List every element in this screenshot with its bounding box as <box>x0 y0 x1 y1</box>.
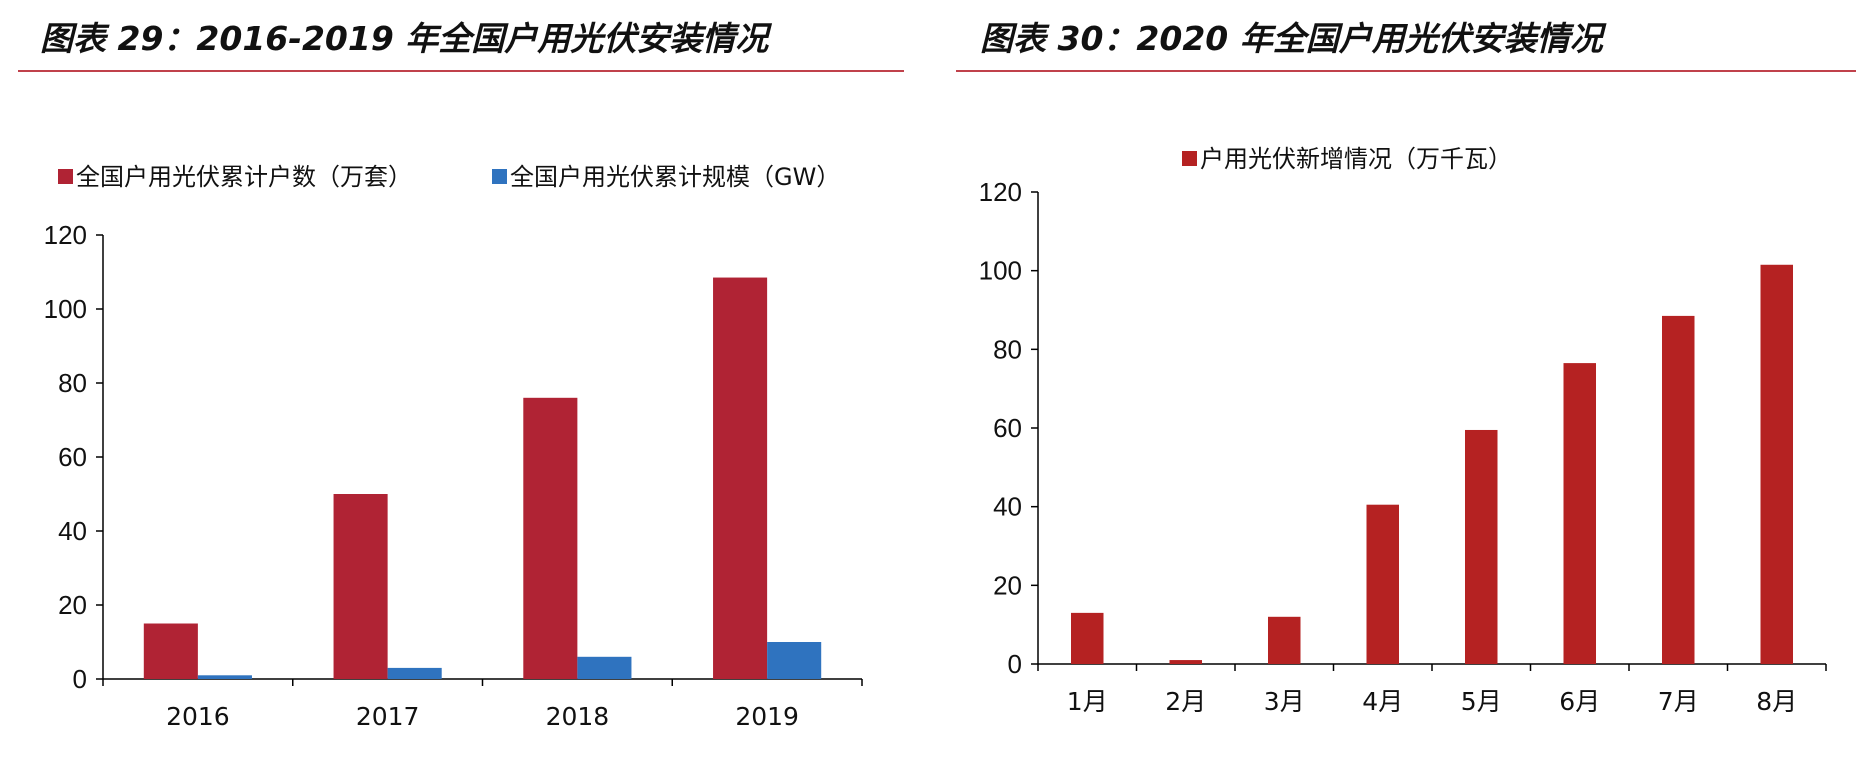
legend-swatch <box>58 169 73 184</box>
y-tick-label: 80 <box>58 368 87 398</box>
x-tick-label: 5月 <box>1461 687 1502 716</box>
x-tick-label: 2016 <box>166 702 230 731</box>
x-tick-label: 1月 <box>1067 687 1108 716</box>
legend-swatch <box>1182 151 1197 166</box>
y-tick-label: 100 <box>979 256 1022 286</box>
y-tick-label: 0 <box>73 664 87 694</box>
x-tick-label: 7月 <box>1658 687 1699 716</box>
x-tick-label: 6月 <box>1559 687 1600 716</box>
legend-label: 全国户用光伏累计户数（万套） <box>76 163 412 191</box>
chart-cumulative-installations: 全国户用光伏累计户数（万套） 全国户用光伏累计规模（GW） 0 20 40 60 80 100… <box>44 163 863 731</box>
y-tick-label: 60 <box>993 413 1022 443</box>
x-tick-label: 2018 <box>546 702 610 731</box>
bar <box>1760 264 1794 664</box>
bar <box>523 397 578 679</box>
bar <box>1563 363 1597 664</box>
bar <box>1366 504 1400 664</box>
x-tick-label: 2017 <box>356 702 420 731</box>
bar <box>1661 315 1695 664</box>
legend-swatch <box>492 169 507 184</box>
bar <box>1070 612 1104 664</box>
x-tick-label: 8月 <box>1756 687 1797 716</box>
y-tick-label: 80 <box>993 334 1022 364</box>
bar <box>1267 616 1301 664</box>
bar <box>577 656 632 679</box>
y-tick-label: 40 <box>58 516 87 546</box>
figure-29: 图表 29：2016-2019 年全国户用光伏安装情况 全国户用光伏累计户数（万… <box>18 19 904 731</box>
bar <box>387 667 442 679</box>
bar <box>143 623 198 679</box>
x-tick-label: 2019 <box>735 702 799 731</box>
y-tick-label: 0 <box>1008 649 1022 679</box>
x-tick-label: 4月 <box>1362 687 1403 716</box>
x-tick-label: 3月 <box>1264 687 1305 716</box>
figure-30: 图表 30：2020 年全国户用光伏安装情况 户用光伏新增情况（万千瓦） 0 20 4… <box>928 0 1856 778</box>
bar <box>197 675 252 679</box>
bar <box>1169 660 1203 664</box>
legend-label: 户用光伏新增情况（万千瓦） <box>1200 145 1512 173</box>
y-tick-label: 20 <box>58 590 87 620</box>
title-rule <box>956 70 1856 72</box>
y-tick-label: 20 <box>993 570 1022 600</box>
legend-label: 全国户用光伏累计规模（GW） <box>510 163 840 191</box>
bar <box>1464 429 1498 664</box>
figure-title: 图表 29：2016-2019 年全国户用光伏安装情况 <box>40 19 769 58</box>
bar <box>713 277 768 679</box>
chart-monthly-additions: 户用光伏新增情况（万千瓦） 0 20 40 60 80 100 120 1月 2月 3月 4月 5月 6月… <box>979 145 1827 716</box>
title-rule <box>18 70 904 72</box>
y-tick-label: 60 <box>58 442 87 472</box>
y-tick-label: 120 <box>44 220 87 250</box>
bar <box>333 494 388 679</box>
figure-title: 图表 30：2020 年全国户用光伏安装情况 <box>980 19 1603 58</box>
y-tick-label: 120 <box>979 177 1022 207</box>
x-tick-label: 2月 <box>1165 687 1206 716</box>
bar <box>767 642 822 679</box>
y-tick-label: 40 <box>993 492 1022 522</box>
y-tick-label: 100 <box>44 294 87 324</box>
